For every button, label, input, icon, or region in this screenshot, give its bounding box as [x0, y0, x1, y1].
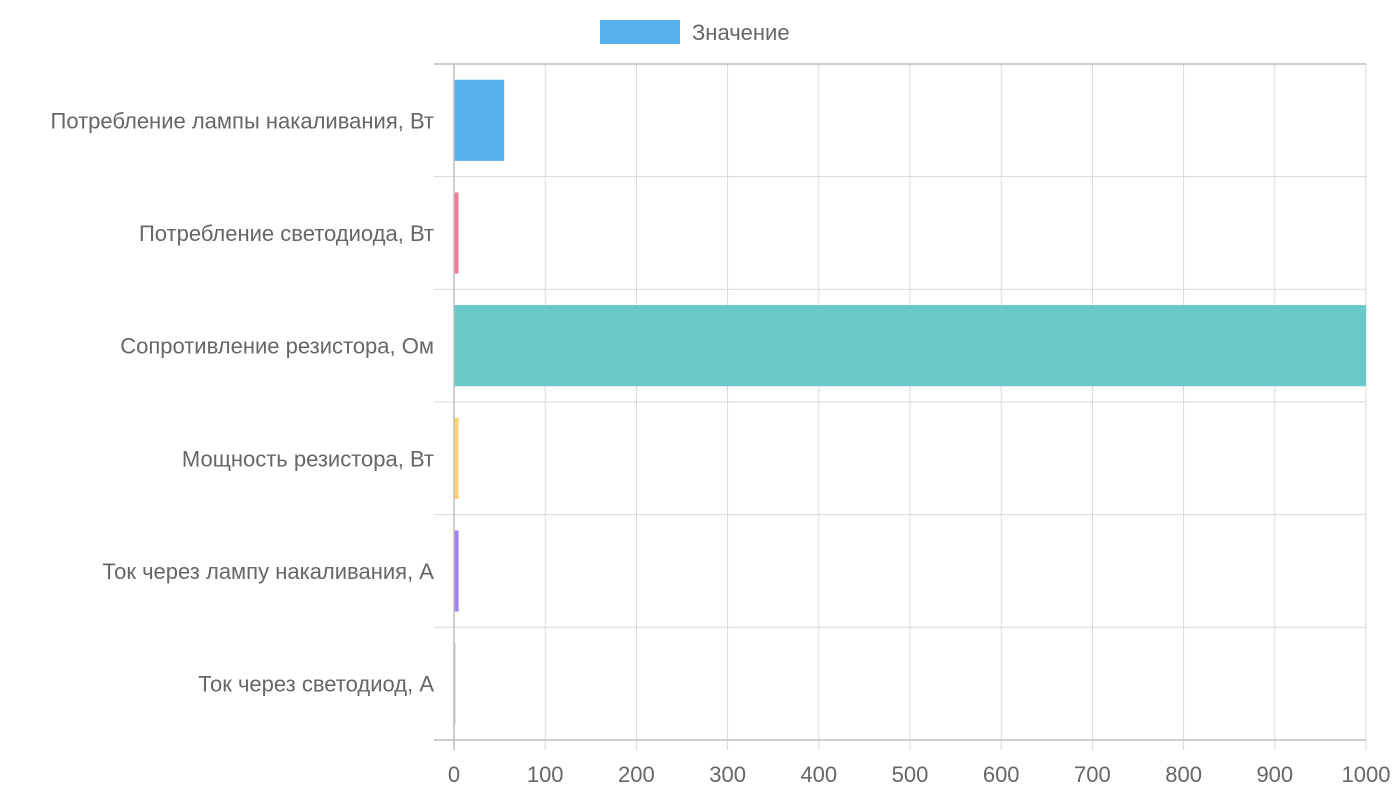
x-tick-label: 1000 [1342, 762, 1391, 787]
axes [434, 63, 1366, 750]
y-tick-label: Ток через лампу накаливания, А [102, 559, 434, 584]
x-axis-labels: 0 100 200 300 400 500 600 700 800 900 1000 [448, 762, 1391, 787]
x-tick-label: 900 [1256, 762, 1293, 787]
x-tick-label: 600 [983, 762, 1020, 787]
bars [454, 79, 1366, 725]
x-tick-label: 300 [709, 762, 746, 787]
legend-swatch[interactable] [600, 20, 680, 44]
bar[interactable] [454, 305, 1366, 387]
bar[interactable] [454, 417, 459, 499]
x-tick-label: 200 [618, 762, 655, 787]
y-tick-label: Ток через светодиод, А [198, 672, 434, 697]
y-tick-label: Потребление светодиода, Вт [139, 221, 434, 246]
x-tick-label: 500 [892, 762, 929, 787]
y-tick-label: Потребление лампы накаливания, Вт [51, 108, 435, 133]
bar[interactable] [454, 79, 505, 161]
y-tick-label: Мощность резистора, Вт [182, 446, 434, 471]
x-tick-label: 400 [800, 762, 837, 787]
y-tick-label: Сопротивление резистора, Ом [120, 334, 434, 359]
x-tick-label: 100 [527, 762, 564, 787]
x-tick-label: 800 [1165, 762, 1202, 787]
y-axis-labels: Потребление лампы накаливания, Вт Потребл… [51, 108, 435, 696]
bar[interactable] [454, 192, 459, 274]
legend[interactable]: Значение [600, 20, 790, 45]
grid [434, 63, 1367, 750]
x-tick-label: 700 [1074, 762, 1111, 787]
x-tick-label: 0 [448, 762, 460, 787]
legend-label[interactable]: Значение [692, 20, 790, 45]
bar[interactable] [454, 530, 459, 612]
